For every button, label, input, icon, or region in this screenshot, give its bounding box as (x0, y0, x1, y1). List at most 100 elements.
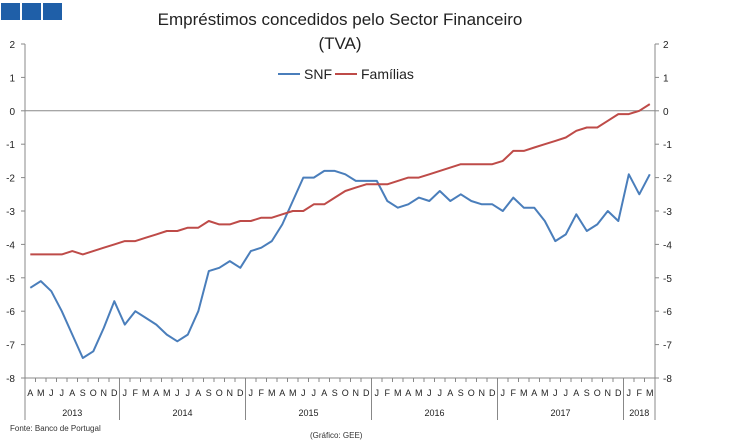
chart-title-line-1: Empréstimos concedidos pelo Sector Finan… (157, 10, 523, 29)
month-label: A (321, 388, 327, 398)
month-label: D (489, 388, 496, 398)
y-tick-label-right: 2 (663, 40, 669, 51)
month-label: A (531, 388, 537, 398)
month-label: J (249, 388, 254, 398)
y-tick-label-right: -2 (663, 174, 672, 185)
month-label: F (637, 388, 643, 398)
logo-block-3 (43, 3, 62, 20)
month-label: J (501, 388, 506, 398)
month-label: O (342, 388, 349, 398)
month-label: D (237, 388, 244, 398)
month-label: J (312, 388, 317, 398)
month-label: M (268, 388, 276, 398)
month-label: N (227, 388, 234, 398)
month-label: M (520, 388, 528, 398)
y-tick-label-right: -1 (663, 140, 672, 151)
month-label: D (111, 388, 118, 398)
month-label: J (123, 388, 128, 398)
month-label: D (615, 388, 622, 398)
month-label: A (279, 388, 285, 398)
month-label: O (90, 388, 97, 398)
y-tick-label-right: -3 (663, 207, 672, 218)
month-label: S (458, 388, 464, 398)
month-label: A (405, 388, 411, 398)
y-tick-label-right: -8 (663, 374, 672, 385)
year-label: 2013 (62, 408, 82, 418)
month-label: S (332, 388, 338, 398)
month-label: F (133, 388, 139, 398)
series-line-snf (29, 169, 651, 359)
year-label: 2015 (298, 408, 318, 418)
month-label: M (541, 388, 549, 398)
credit-note: (Gráfico: GEE) (310, 431, 363, 440)
month-label: F (259, 388, 265, 398)
month-label: A (447, 388, 453, 398)
month-label: J (49, 388, 54, 398)
chart-title-line-2: (TVA) (318, 34, 362, 53)
month-label: M (37, 388, 45, 398)
month-label: F (511, 388, 517, 398)
month-label: N (101, 388, 108, 398)
legend-label: SNF (304, 66, 332, 82)
month-label: M (142, 388, 150, 398)
month-label: O (468, 388, 475, 398)
year-label: 2016 (424, 408, 444, 418)
series-line-famlias (30, 103, 651, 256)
month-label: S (80, 388, 86, 398)
month-label: D (363, 388, 370, 398)
month-label: M (646, 388, 654, 398)
y-tick-label-right: 1 (663, 73, 669, 84)
month-label: S (584, 388, 590, 398)
month-label: J (175, 388, 180, 398)
y-tick-label-left: -3 (6, 207, 15, 218)
month-label: O (216, 388, 223, 398)
y-tick-label-left: -7 (6, 341, 15, 352)
month-label: A (573, 388, 579, 398)
month-label: M (289, 388, 297, 398)
y-tick-label-left: -4 (6, 240, 15, 251)
year-label: 2014 (172, 408, 192, 418)
y-tick-label-right: -4 (663, 240, 672, 251)
month-label: A (69, 388, 75, 398)
month-label: J (438, 388, 443, 398)
year-label: 2018 (629, 408, 649, 418)
month-label: J (427, 388, 432, 398)
month-label: J (375, 388, 380, 398)
month-label: M (394, 388, 402, 398)
month-label: N (353, 388, 360, 398)
y-tick-label-left: 1 (9, 73, 15, 84)
month-label: F (385, 388, 391, 398)
month-label: A (153, 388, 159, 398)
y-tick-label-left: -6 (6, 307, 15, 318)
y-tick-label-left: -8 (6, 374, 15, 385)
month-label: J (553, 388, 558, 398)
y-tick-label-right: -6 (663, 307, 672, 318)
month-label: J (301, 388, 306, 398)
month-label: J (186, 388, 191, 398)
month-label: J (60, 388, 65, 398)
month-label: J (564, 388, 569, 398)
y-tick-label-right: -5 (663, 274, 672, 285)
y-tick-label-left: -5 (6, 274, 15, 285)
month-label: O (594, 388, 601, 398)
source-note: Fonte: Banco de Portugal (10, 424, 101, 433)
month-label: M (415, 388, 423, 398)
logo-block-1 (1, 3, 20, 20)
month-label: A (195, 388, 201, 398)
month-label: S (206, 388, 212, 398)
y-tick-label-left: -2 (6, 174, 15, 185)
chart-title: Empréstimos concedidos pelo Sector Finan… (120, 8, 560, 56)
month-label: N (479, 388, 486, 398)
year-label: 2017 (550, 408, 570, 418)
month-label: M (163, 388, 171, 398)
y-tick-label-right: -7 (663, 341, 672, 352)
logo-block-2 (22, 3, 41, 20)
legend-label: Famílias (361, 66, 414, 82)
y-tick-label-left: 2 (9, 40, 15, 51)
month-label: N (605, 388, 612, 398)
y-tick-label-right: 0 (663, 107, 669, 118)
month-label: A (27, 388, 33, 398)
y-tick-label-left: -1 (6, 140, 15, 151)
y-tick-label-left: 0 (9, 107, 15, 118)
